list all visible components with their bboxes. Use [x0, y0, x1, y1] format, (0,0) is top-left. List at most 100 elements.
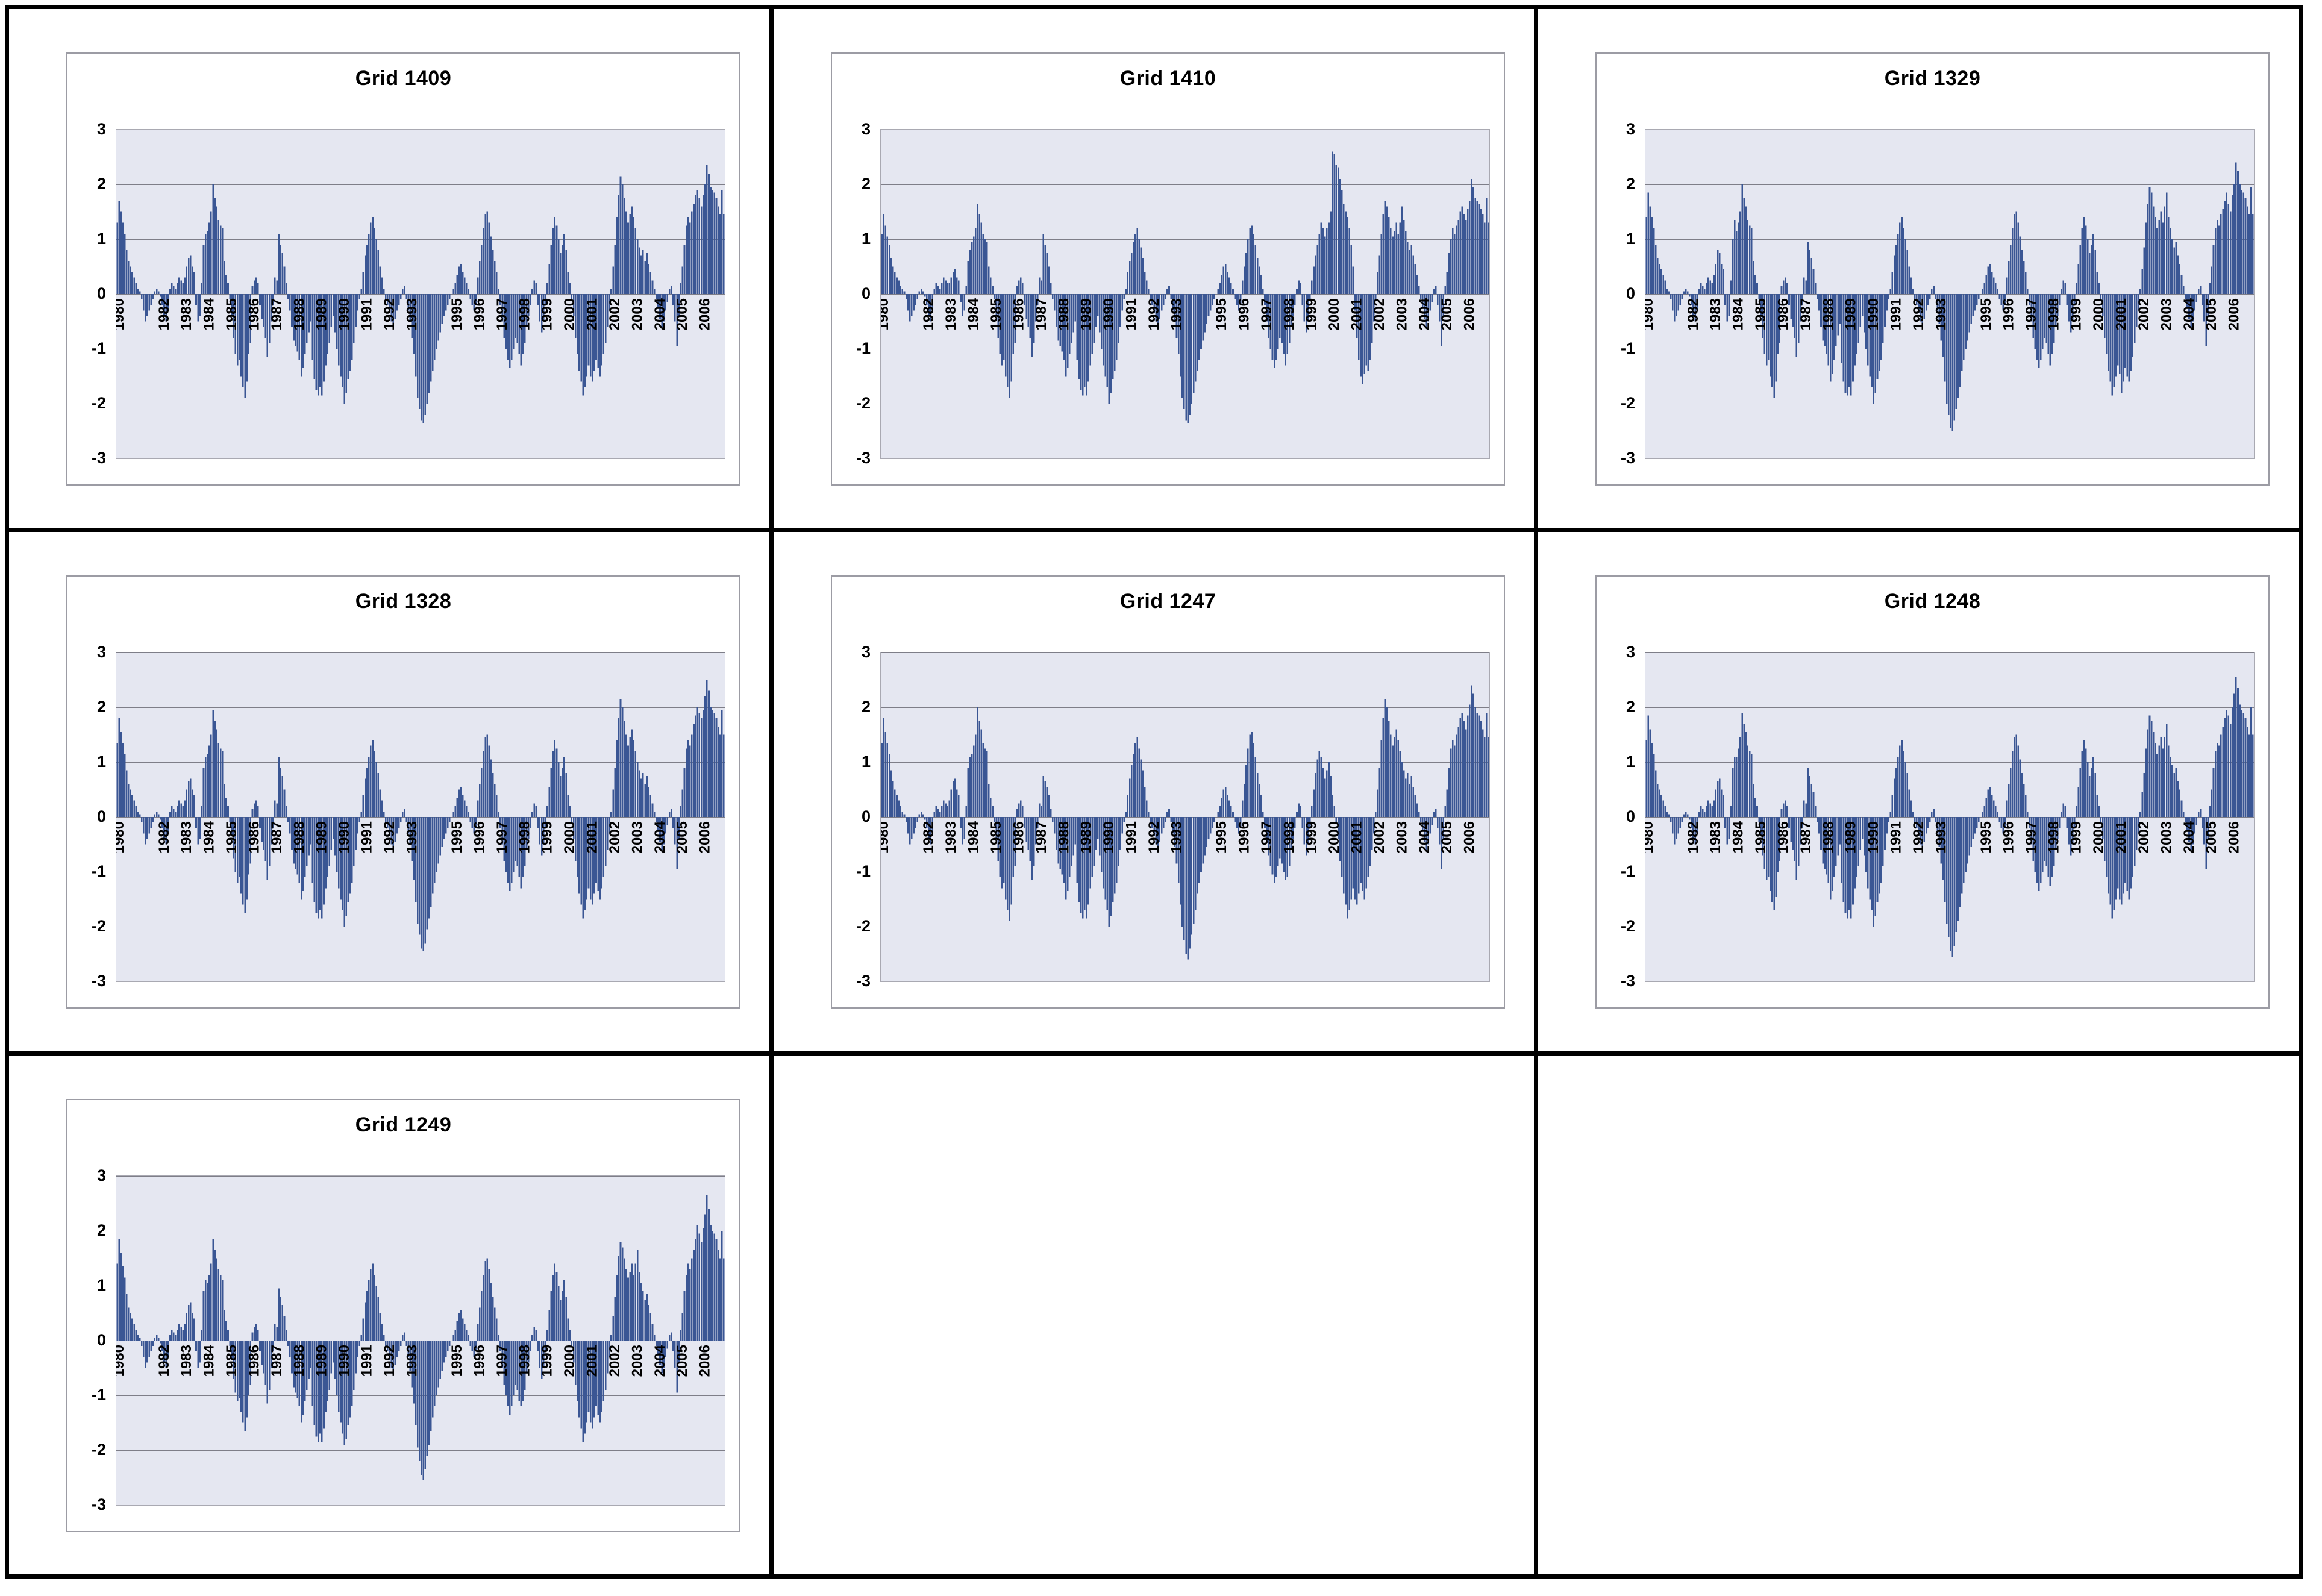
bar — [231, 817, 233, 837]
bar — [1003, 817, 1005, 883]
bar — [1354, 294, 1356, 311]
y-tick-label: 1 — [96, 230, 106, 248]
bar — [150, 817, 152, 828]
bar — [582, 294, 584, 396]
bar — [2177, 781, 2179, 818]
bar — [1127, 795, 1129, 818]
bar — [187, 781, 190, 818]
bar — [1931, 288, 1933, 294]
bar — [1925, 817, 1927, 834]
bar — [2064, 283, 2066, 294]
bar — [1093, 294, 1095, 343]
bar — [1920, 294, 1921, 322]
bar — [1948, 817, 1950, 938]
bar — [135, 806, 137, 818]
bar — [1771, 817, 1773, 903]
y-tick-label: 0 — [861, 284, 871, 302]
bar — [2194, 294, 2196, 311]
x-tick-label: 1986 — [246, 298, 262, 330]
bar — [330, 817, 333, 850]
x-tick-label: 2002 — [607, 298, 623, 330]
bar — [223, 261, 225, 294]
bar — [155, 1335, 158, 1341]
x-tick-label: 1997 — [1259, 821, 1275, 853]
plot-area: 1980 1982 1983 1984 1985 1986 1987 1988 1989 1990… — [1645, 652, 2255, 983]
bar — [342, 1340, 343, 1434]
bar — [565, 1296, 567, 1341]
x-tick-label: 2005 — [2203, 298, 2220, 330]
bar — [1935, 294, 1936, 300]
bar — [214, 198, 216, 294]
x-tick-label: 1990 — [1865, 821, 1882, 853]
y-tick-label: 1 — [861, 230, 871, 248]
bar — [1106, 817, 1108, 911]
bar — [355, 1340, 357, 1374]
bar — [1429, 294, 1432, 311]
bar — [1745, 206, 1747, 294]
x-tick-label: 2003 — [629, 821, 645, 853]
bar — [1814, 283, 1817, 294]
x-tick-label: 1987 — [269, 1345, 285, 1377]
bar — [1897, 233, 1899, 294]
bar — [353, 1340, 355, 1390]
bar — [1363, 817, 1365, 900]
bar — [2076, 806, 2077, 818]
bar — [349, 294, 351, 371]
bar — [186, 266, 188, 294]
bar — [2012, 751, 2014, 818]
bar — [244, 1340, 246, 1431]
bar — [1683, 814, 1685, 818]
bar — [1435, 286, 1437, 294]
bar — [1686, 291, 1689, 294]
bar — [1377, 789, 1378, 818]
bar — [2175, 242, 2177, 294]
bar — [1476, 713, 1479, 818]
bar — [1891, 272, 1894, 294]
bar — [364, 255, 366, 294]
bar — [918, 291, 921, 294]
bar — [1861, 294, 1864, 316]
bar — [1394, 737, 1395, 818]
bar — [1827, 294, 1830, 366]
bar — [651, 280, 654, 294]
bar — [1873, 294, 1875, 404]
bar — [2216, 743, 2218, 818]
x-tick-label: 2000 — [2091, 821, 2107, 853]
bar — [1938, 294, 1941, 325]
bar — [633, 217, 635, 294]
bar — [1234, 817, 1236, 823]
bar — [1384, 201, 1386, 294]
bar — [552, 751, 554, 818]
bar — [1889, 288, 1892, 294]
bar — [392, 294, 395, 327]
bar — [1724, 817, 1726, 828]
bar — [1424, 294, 1425, 319]
bar — [685, 225, 687, 294]
bar — [193, 272, 195, 294]
bar — [1204, 817, 1206, 856]
bar — [345, 1340, 348, 1439]
y-tick-label: 2 — [1626, 698, 1635, 716]
bar — [1459, 718, 1461, 818]
x-tick-label: 1985 — [224, 1345, 240, 1377]
bar — [1332, 795, 1333, 818]
x-tick-label: 1996 — [2001, 298, 2017, 330]
bar — [1921, 294, 1924, 327]
bar — [1343, 817, 1345, 894]
bar — [2120, 817, 2123, 905]
bar — [1974, 294, 1976, 311]
bar — [287, 817, 289, 823]
bar — [1441, 294, 1442, 346]
bar — [182, 1329, 184, 1341]
bar — [507, 1340, 509, 1406]
bar — [1322, 228, 1324, 294]
bar — [419, 294, 421, 410]
bar — [139, 1338, 141, 1341]
bar — [1224, 787, 1227, 818]
bar — [462, 1318, 464, 1341]
bar — [597, 817, 599, 892]
bar — [332, 294, 334, 316]
bar — [217, 743, 220, 818]
y-tick-label: 1 — [1626, 230, 1635, 248]
bar — [351, 817, 353, 883]
